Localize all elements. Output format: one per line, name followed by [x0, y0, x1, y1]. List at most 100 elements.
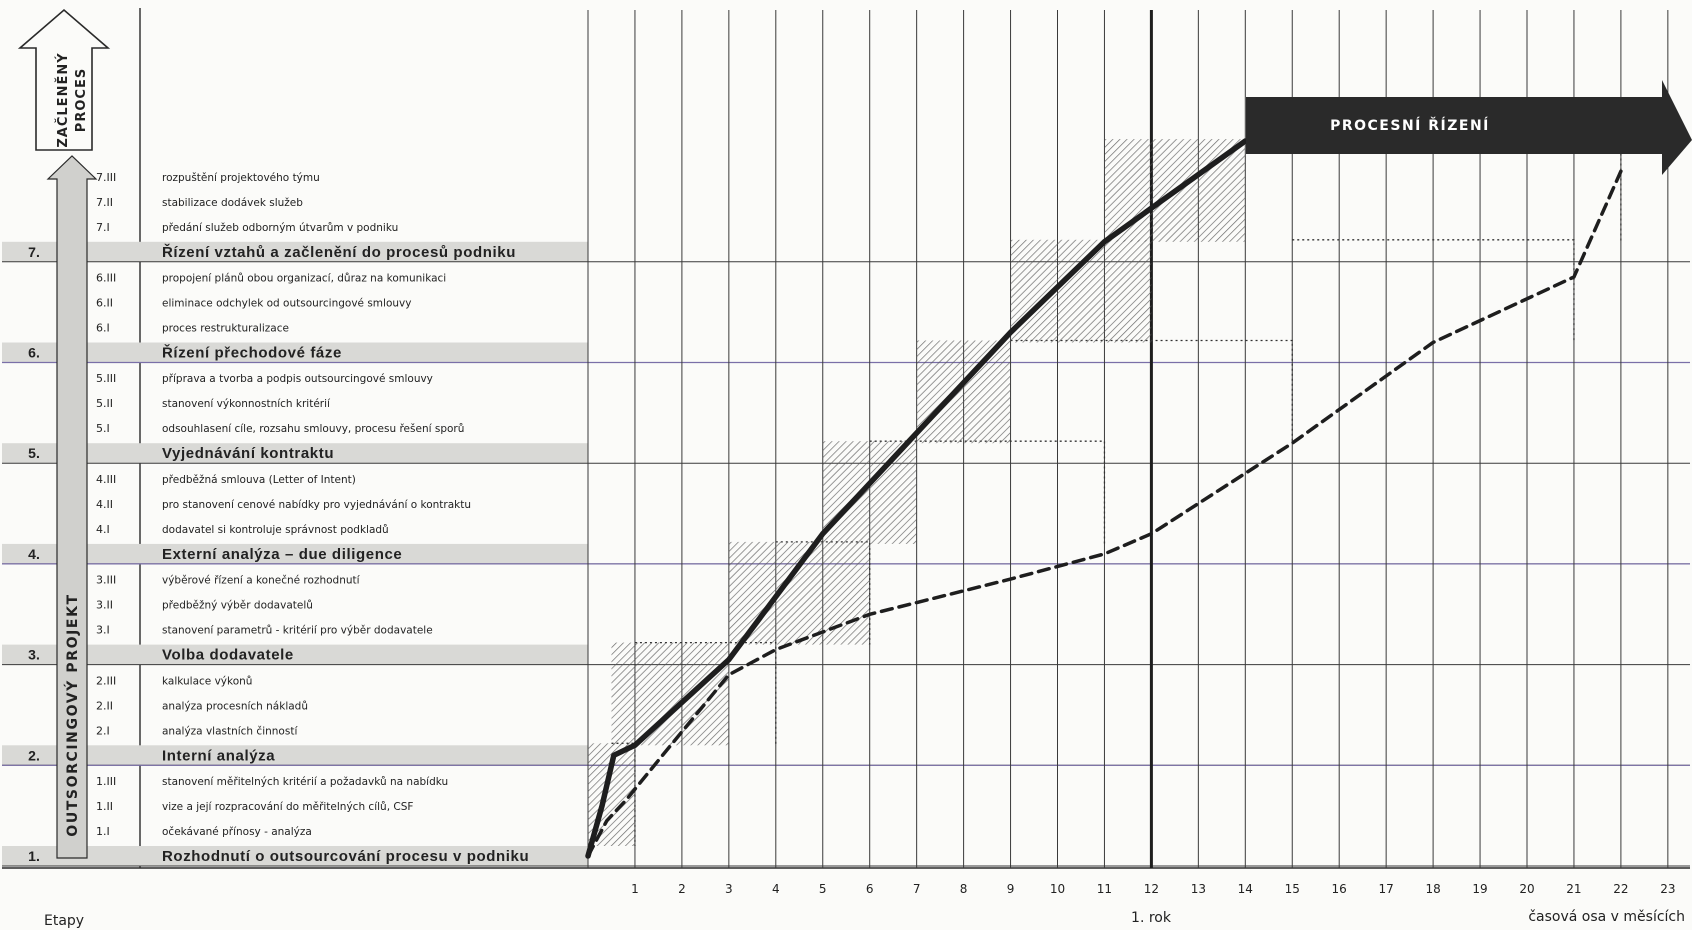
hatched-duration-block: [1010, 239, 1152, 343]
month-tick-label: 17: [1379, 882, 1394, 896]
stages-caption: Etapy: [44, 913, 84, 929]
substep-code: 3.I: [96, 624, 110, 637]
year-label: 1. rok: [1131, 910, 1172, 926]
month-tick-label: 9: [1007, 882, 1015, 896]
timeline-curves: [585, 138, 1623, 859]
project-arrow: OUTSORCINGOVÝ PROJEKT: [46, 155, 98, 859]
substep-text: stanovení parametrů - kritérií pro výběr…: [162, 625, 433, 637]
substep-code: 6.III: [96, 272, 116, 285]
stage-bands: [2, 241, 1690, 867]
substep-code: 6.I: [96, 322, 110, 335]
substep-code: 2.II: [96, 699, 113, 712]
substep-text: předání služeb odborným útvarům v podnik…: [162, 222, 398, 234]
stage-title: Interní analýza: [162, 747, 275, 764]
stage-number: 1.: [28, 848, 40, 864]
integrated-label-line1: ZAČLENĚNÝ: [55, 52, 71, 147]
process-management-arrow: PROCESNÍ ŘÍZENÍ: [1246, 80, 1692, 175]
month-tick-label: 8: [960, 882, 968, 896]
substep-text: očekávané přínosy - analýza: [162, 826, 312, 838]
month-tick-label: 20: [1519, 882, 1534, 896]
stage-band: [2, 644, 588, 665]
hatched-duration-block: [611, 642, 729, 746]
substep-code: 7.I: [96, 221, 110, 234]
substep-code: 4.III: [96, 473, 116, 486]
substep-code: 1.III: [96, 775, 116, 788]
month-tick-label: 1: [631, 882, 639, 896]
stage-title: Řízení přechodové fáze: [162, 344, 342, 362]
month-tick-label: 13: [1191, 882, 1206, 896]
substep-text: propojení plánů obou organizací, důraz n…: [162, 273, 446, 285]
stage-band: [2, 846, 588, 866]
substep-code: 1.II: [96, 800, 113, 813]
stage-number: 3.: [28, 647, 40, 663]
month-tick-label: 2: [678, 882, 686, 896]
substep-text: vize a její rozpracování do měřitelných …: [162, 801, 413, 813]
substep-code: 4.II: [96, 498, 113, 511]
hatched-duration-block: [822, 441, 917, 544]
substep-text: výběrové řízení a konečné rozhodnutí: [162, 575, 361, 587]
substep-text: eliminace odchylek od outsourcingové sml…: [162, 298, 411, 310]
stage-title: Volba dodavatele: [162, 647, 294, 664]
month-tick-label: 15: [1285, 882, 1300, 896]
substep-code: 3.II: [96, 599, 113, 612]
stage-number: 4.: [28, 546, 40, 562]
dotted-duration-block: [1292, 239, 1575, 343]
stage-number: 6.: [28, 345, 40, 361]
stage-title: Rozhodnutí o outsourcování procesu v pod…: [162, 848, 529, 865]
process-management-label: PROCESNÍ ŘÍZENÍ: [1330, 117, 1490, 134]
substep-text: příprava a tvorba a podpis outsourcingov…: [162, 373, 433, 385]
project-arrow-label: OUTSORCINGOVÝ PROJEKT: [63, 593, 81, 836]
month-tick-label: 7: [913, 882, 921, 896]
stage-title: Řízení vztahů a začlenění do procesů pod…: [162, 243, 516, 261]
substep-text: kalkulace výkonů: [162, 675, 252, 687]
stage-list: 1. Rozhodnutí o outsourcování procesu v p…: [28, 171, 529, 865]
substep-text: stanovení měřitelných kritérií a požadav…: [162, 776, 448, 788]
substep-code: 2.I: [96, 724, 110, 737]
substep-code: 5.II: [96, 397, 113, 410]
month-tick-label: 19: [1472, 882, 1487, 896]
substep-text: dodavatel si kontroluje správnost podkla…: [162, 524, 389, 536]
month-tick-label: 22: [1613, 882, 1628, 896]
substep-text: odsouhlasení cíle, rozsahu smlouvy, proc…: [162, 423, 464, 435]
stage-number: 5.: [28, 445, 40, 461]
substep-text: rozpuštění projektového týmu: [162, 172, 320, 184]
actual-progress-curve: [585, 138, 1249, 859]
dotted-duration-block: [1010, 339, 1293, 444]
stage-number: 7.: [28, 244, 40, 260]
substep-code: 6.II: [96, 297, 113, 310]
substep-code: 3.III: [96, 574, 116, 587]
substep-text: analýza vlastních činností: [162, 725, 298, 737]
substep-text: předběžný výběr dodavatelů: [162, 600, 313, 612]
month-tick-label: 14: [1238, 882, 1253, 896]
stage-band: [2, 745, 588, 766]
month-tick-label: 18: [1425, 882, 1440, 896]
stage-title: Vyjednávání kontraktu: [162, 445, 334, 462]
integrated-label-line2: PROCES: [74, 68, 89, 132]
hatched-duration-block: [916, 340, 1011, 444]
planned-progress-curve: [586, 169, 1623, 858]
stage-band: [2, 342, 588, 363]
substep-text: analýza procesních nákladů: [162, 700, 308, 712]
stage-band: [2, 241, 588, 262]
month-tick-label: 4: [772, 882, 780, 896]
substep-code: 2.III: [96, 674, 116, 687]
substep-text: předběžná smlouva (Letter of Intent): [162, 474, 356, 486]
month-tick-label: 16: [1332, 882, 1347, 896]
stage-band: [2, 443, 588, 464]
substep-code: 7.III: [96, 171, 116, 184]
substep-code: 5.I: [96, 422, 110, 435]
month-tick-label: 12: [1144, 882, 1159, 896]
substep-code: 4.I: [96, 523, 110, 536]
integrated-process-arrow: ZAČLENĚNÝ PROCES: [17, 8, 111, 151]
substep-text: proces restrukturalizace: [162, 323, 289, 335]
month-tick-label: 6: [866, 882, 874, 896]
substep-text: stabilizace dodávek služeb: [162, 197, 303, 209]
month-tick-label: 11: [1097, 882, 1112, 896]
substep-text: stanovení výkonnostních kritérií: [162, 398, 331, 410]
stage-band: [2, 543, 588, 564]
month-tick-label: 23: [1660, 882, 1675, 896]
substep-code: 1.I: [96, 825, 110, 838]
month-tick-label: 3: [725, 882, 733, 896]
month-ticks: 1 2 3 4 5 6 7 8 9 10 11 12 13 14 15 16 17 18 19 20 21 22 23: [631, 882, 1675, 896]
